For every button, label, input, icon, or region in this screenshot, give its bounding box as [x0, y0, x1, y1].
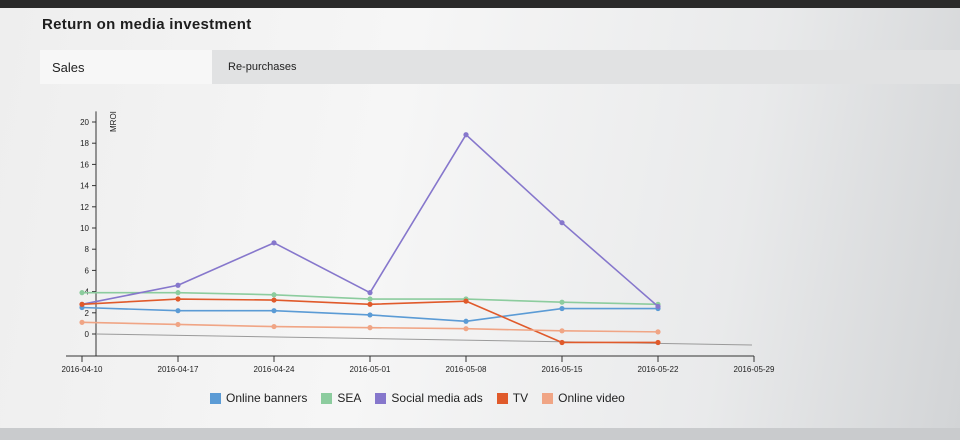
legend-swatch [210, 392, 221, 404]
legend-item-social-media-ads[interactable]: Social media ads [375, 391, 483, 405]
data-point [175, 308, 181, 314]
x-tick-label: 2016-05-01 [350, 365, 391, 374]
x-tick-label: 2016-05-15 [542, 365, 583, 374]
data-point [175, 296, 181, 302]
data-point [463, 298, 469, 304]
y-tick-label: 18 [80, 139, 89, 148]
data-point [463, 318, 469, 324]
tab-sales[interactable]: Sales [40, 50, 222, 84]
data-point [463, 132, 469, 138]
data-point [271, 297, 277, 303]
series-line-social-media-ads [81, 133, 659, 308]
data-point [559, 299, 565, 305]
y-tick-label: 6 [85, 266, 90, 275]
tab-re-purchases[interactable]: Re-purchases [212, 50, 960, 84]
legend-label: SEA [337, 391, 362, 405]
legend-swatch [321, 392, 333, 404]
data-point [559, 305, 565, 312]
data-point [175, 282, 181, 288]
y-tick-label: 8 [85, 245, 90, 254]
data-point [559, 328, 565, 334]
legend-label: Online banners [226, 391, 308, 405]
y-tick-label: 2 [85, 309, 90, 318]
data-point [79, 290, 85, 296]
data-point [367, 296, 373, 302]
zero-baseline [95, 333, 753, 346]
data-point [175, 321, 181, 328]
bottom-strip [0, 428, 960, 440]
x-tick-label: 2016-04-17 [158, 365, 199, 374]
x-tick-label: 2016-05-29 [734, 365, 775, 374]
x-tick-label: 2016-05-08 [446, 365, 487, 374]
data-point [175, 290, 181, 296]
tab-bar: Sales Re-purchases [40, 50, 960, 86]
y-tick-label: 0 [85, 330, 90, 339]
legend-item-tv[interactable]: TV [496, 391, 529, 405]
data-point [271, 240, 277, 246]
y-tick-label: 16 [80, 160, 89, 169]
y-tick-label: 12 [80, 203, 89, 212]
x-tick-label: 2016-04-10 [62, 365, 103, 374]
chart-legend: Online banners SEA Social media ads TV O… [210, 388, 625, 408]
page-title: Return on media investment [42, 16, 252, 33]
data-point [367, 325, 373, 331]
legend-label: TV [512, 391, 529, 405]
x-tick-label: 2016-05-22 [638, 365, 679, 374]
data-point [655, 329, 661, 335]
y-axis-label: MROI [109, 111, 118, 132]
data-point [559, 220, 565, 226]
x-tick-label: 2016-04-24 [254, 365, 295, 374]
data-point [271, 292, 277, 298]
legend-item-sea[interactable]: SEA [321, 391, 361, 405]
data-point [271, 308, 277, 314]
header-bar [0, 0, 960, 8]
legend-swatch [496, 392, 508, 404]
y-tick-label: 20 [80, 118, 89, 127]
data-point [79, 319, 85, 325]
legend-label: Online video [558, 391, 625, 405]
legend-label: Social media ads [391, 391, 483, 405]
data-point [367, 312, 373, 318]
y-tick-label: 10 [80, 224, 89, 233]
data-point [559, 339, 565, 346]
data-point [367, 301, 373, 307]
y-tick-label: 14 [80, 182, 89, 191]
data-point [655, 339, 661, 346]
data-point [271, 323, 277, 330]
data-point [367, 290, 373, 296]
data-point [79, 301, 85, 307]
legend-swatch [375, 392, 387, 404]
legend-swatch [542, 392, 554, 404]
data-point [655, 303, 661, 310]
data-point [463, 326, 469, 332]
legend-item-online-banners[interactable]: Online banners [210, 391, 307, 405]
legend-item-online-video[interactable]: Online video [542, 391, 625, 405]
